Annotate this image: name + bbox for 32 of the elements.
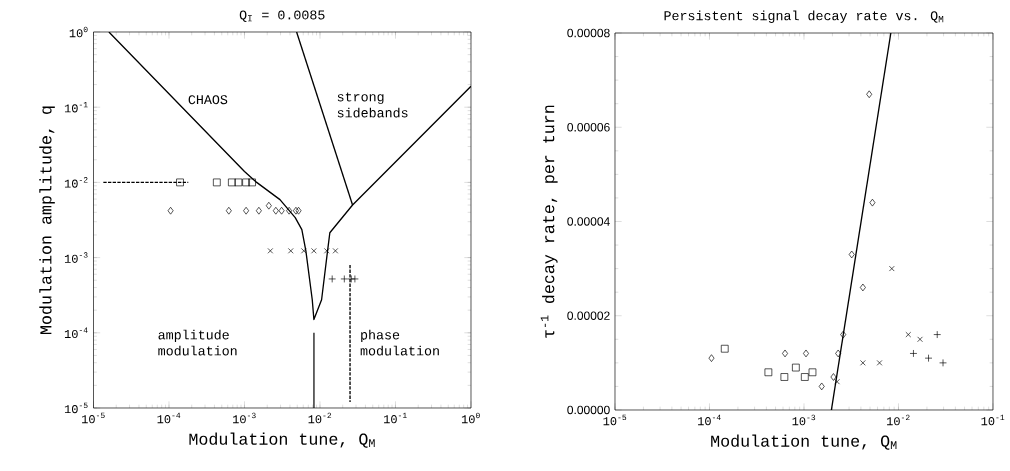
y-tick-label: 0.00008 xyxy=(567,28,610,38)
y-tick-label: 10$^{-2}$ xyxy=(64,177,88,188)
y-tick-label: 10$^{-5}$ xyxy=(64,402,88,414)
x-tick-label: 10$^{-4}$ xyxy=(157,412,181,424)
y-tick-label: 0.00004 xyxy=(567,217,610,226)
y-tick-label: 0.00000 xyxy=(567,405,610,415)
x-tick-label: 10$^{-1}$ xyxy=(384,412,407,424)
x-tick-label: 10$^{-2}$ xyxy=(887,414,910,426)
y-axis-title: τ$^{-1}$ decay rate, per turn xyxy=(540,105,558,338)
chart-title: Q$_{I}$ = 0.0085 xyxy=(239,10,325,22)
y-tick-label: 0.00002 xyxy=(567,311,610,320)
x-tick-label: 10$^{-4}$ xyxy=(698,414,721,426)
y-axis-title: Modulation amplitude, q xyxy=(39,106,55,334)
annotation: CHAOS xyxy=(188,95,228,105)
annotation: phase modulation xyxy=(360,329,439,356)
annotation: strong sidebands xyxy=(337,92,408,118)
x-tick-label: 10$^{-1}$ xyxy=(981,414,1005,426)
x-tick-label: 10$^{0}$ xyxy=(461,412,480,424)
y-tick-label: 10$^{-3}$ xyxy=(64,252,88,263)
x-tick-label: 10$^{-3}$ xyxy=(233,412,256,424)
x-axis-title: Modulation tune, Q$_{M}$ xyxy=(711,434,897,450)
x-tick-label: 10$^{-3}$ xyxy=(792,414,816,426)
y-tick-label: 10$^{-4}$ xyxy=(64,327,88,339)
annotation: amplitude modulation xyxy=(158,329,237,356)
x-tick-label: 10$^{-2}$ xyxy=(308,412,332,424)
x-axis-title: Modulation tune, Q$_{M}$ xyxy=(189,432,375,448)
x-tick-label: 10$^{-5}$ xyxy=(603,414,627,426)
y-tick-label: 0.00006 xyxy=(567,123,610,132)
y-tick-label: 10$^{0}$ xyxy=(69,26,88,38)
y-tick-label: 10$^{-1}$ xyxy=(64,101,88,113)
x-tick-label: 10$^{-5}$ xyxy=(82,412,105,424)
chart-title: Persistent signal decay rate vs. Q$_{M}$ xyxy=(664,10,944,23)
